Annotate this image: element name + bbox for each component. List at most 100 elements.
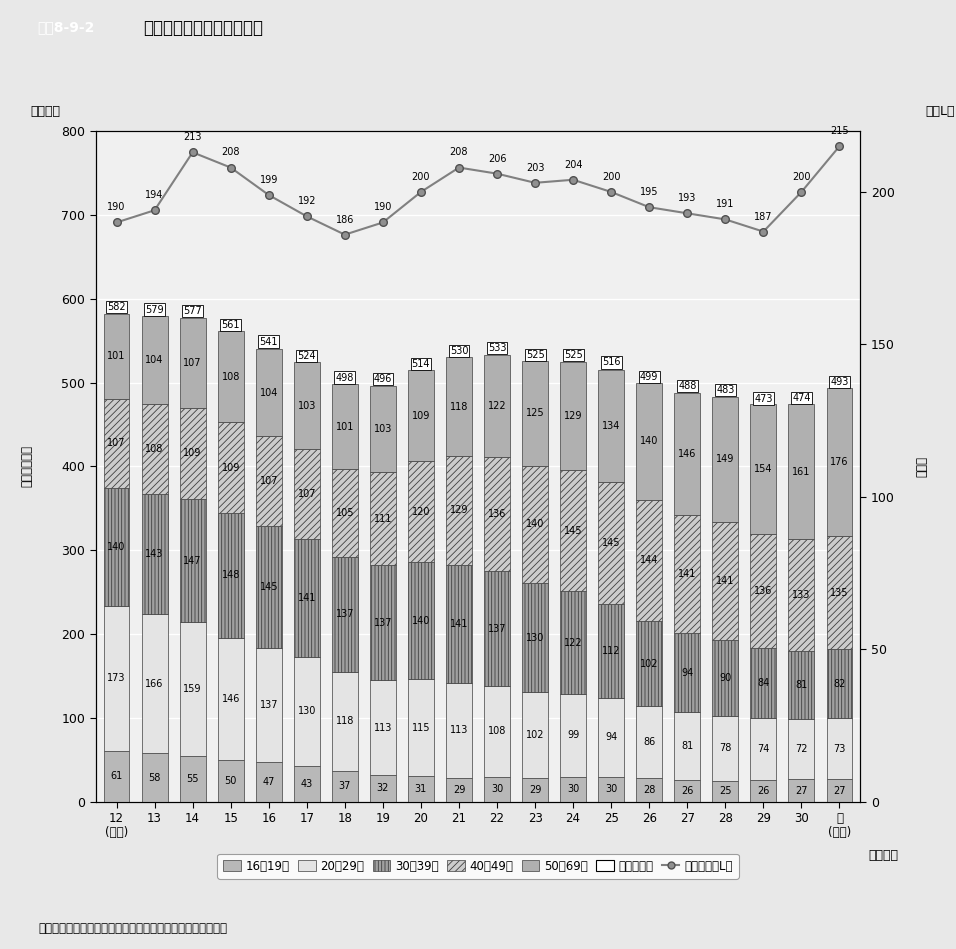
Text: 147: 147: [184, 556, 202, 566]
Bar: [560, 694, 586, 776]
Bar: [332, 771, 358, 802]
Text: 137: 137: [374, 618, 392, 628]
Text: 499: 499: [640, 372, 659, 381]
Text: 献血者数及び献血量の推移: 献血者数及び献血量の推移: [143, 19, 264, 36]
Bar: [712, 640, 738, 716]
Text: 146: 146: [678, 449, 697, 459]
Text: 25: 25: [719, 787, 731, 796]
Text: 516: 516: [602, 358, 620, 367]
Bar: [103, 488, 129, 605]
Bar: [332, 384, 358, 469]
Text: 159: 159: [184, 684, 202, 694]
Bar: [141, 614, 167, 754]
Bar: [180, 623, 206, 755]
Text: 134: 134: [602, 421, 620, 431]
Text: 107: 107: [297, 489, 316, 498]
Bar: [674, 515, 700, 633]
Text: 498: 498: [336, 373, 354, 382]
Text: 82: 82: [834, 679, 846, 689]
Text: 577: 577: [184, 307, 202, 316]
Text: 525: 525: [526, 350, 545, 360]
Bar: [218, 760, 244, 802]
Text: 27: 27: [834, 786, 846, 795]
Bar: [218, 331, 244, 422]
Bar: [712, 716, 738, 781]
Bar: [827, 718, 853, 779]
Bar: [484, 571, 510, 686]
Text: 166: 166: [145, 679, 163, 689]
Text: 141: 141: [678, 569, 697, 579]
Bar: [332, 557, 358, 672]
Bar: [293, 766, 319, 802]
Text: 191: 191: [716, 199, 734, 210]
Bar: [712, 522, 738, 640]
Bar: [218, 513, 244, 638]
Bar: [827, 388, 853, 536]
Text: 55: 55: [186, 773, 199, 784]
Bar: [560, 776, 586, 802]
Text: 141: 141: [297, 593, 316, 603]
Text: 199: 199: [259, 175, 278, 185]
Text: 129: 129: [449, 506, 468, 515]
Text: 193: 193: [678, 194, 697, 203]
Text: 94: 94: [605, 733, 618, 742]
Text: 143: 143: [145, 549, 163, 559]
Bar: [408, 562, 434, 679]
Bar: [370, 566, 396, 680]
Text: 43: 43: [300, 779, 313, 789]
Bar: [560, 591, 586, 694]
Text: 130: 130: [526, 633, 544, 642]
Text: 図袆8-9-2: 図袆8-9-2: [37, 21, 95, 34]
Bar: [712, 781, 738, 802]
Bar: [141, 316, 167, 403]
Bar: [293, 539, 319, 657]
Bar: [789, 719, 815, 779]
Text: 102: 102: [526, 730, 544, 740]
Bar: [598, 604, 624, 698]
Text: 125: 125: [526, 408, 544, 419]
Bar: [256, 349, 282, 437]
Bar: [180, 499, 206, 623]
Bar: [218, 638, 244, 760]
Text: 200: 200: [793, 172, 811, 182]
Text: 122: 122: [564, 638, 582, 647]
Bar: [674, 633, 700, 712]
Bar: [789, 539, 815, 651]
Text: 99: 99: [567, 730, 579, 740]
Text: 173: 173: [107, 673, 126, 683]
Text: 118: 118: [449, 401, 468, 412]
Bar: [560, 470, 586, 591]
Bar: [522, 692, 548, 777]
Text: 94: 94: [681, 668, 693, 678]
Text: 473: 473: [754, 394, 772, 403]
Text: 190: 190: [374, 202, 392, 213]
Text: 47: 47: [263, 777, 275, 788]
Text: 108: 108: [145, 444, 163, 454]
Text: 115: 115: [412, 723, 430, 733]
Bar: [256, 647, 282, 762]
Text: 161: 161: [793, 467, 811, 477]
Text: 109: 109: [222, 463, 240, 473]
Text: 140: 140: [107, 542, 126, 552]
Text: 514: 514: [412, 359, 430, 369]
Text: 31: 31: [415, 784, 427, 794]
Text: 107: 107: [107, 438, 126, 448]
Text: 140: 140: [640, 437, 659, 446]
Text: 107: 107: [259, 476, 278, 486]
Bar: [484, 355, 510, 457]
Bar: [332, 672, 358, 771]
Text: 120: 120: [412, 507, 430, 516]
Text: 541: 541: [259, 337, 278, 346]
Bar: [674, 780, 700, 802]
Text: 530: 530: [449, 345, 468, 356]
Text: 108: 108: [222, 372, 240, 381]
Text: 29: 29: [529, 785, 541, 794]
Text: 582: 582: [107, 302, 126, 312]
Text: 148: 148: [222, 570, 240, 581]
Bar: [712, 397, 738, 522]
Bar: [446, 683, 472, 777]
Text: 30: 30: [605, 784, 618, 794]
Text: 90: 90: [719, 673, 731, 682]
Bar: [293, 657, 319, 766]
Bar: [484, 776, 510, 802]
